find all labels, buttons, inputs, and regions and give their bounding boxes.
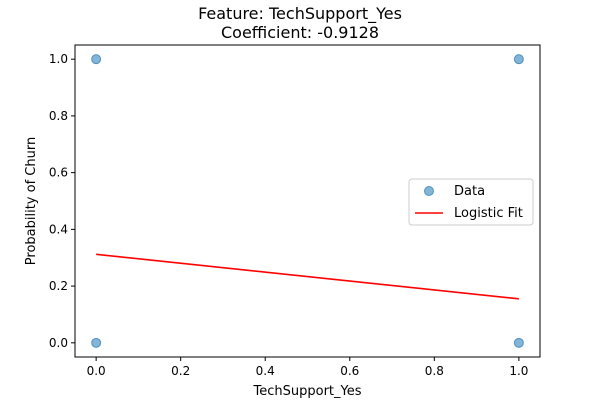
plot-data <box>91 54 524 348</box>
legend-label: Logistic Fit <box>454 206 523 221</box>
legend-label: Data <box>454 184 485 199</box>
chart-title: Feature: TechSupport_Yes <box>198 4 402 23</box>
chart-subtitle: Coefficient: -0.9128 <box>220 23 379 42</box>
x-tick-label: 0.0 <box>87 364 106 378</box>
data-point <box>513 54 524 65</box>
x-tick-label: 0.2 <box>171 364 190 378</box>
y-tick-label: 0.8 <box>49 109 68 123</box>
axes-frame <box>74 44 541 358</box>
x-axis-ticks: 0.0 0.2 0.4 0.6 0.8 1.0 <box>87 357 528 378</box>
x-tick-label: 0.6 <box>340 364 359 378</box>
y-tick-label: 0.4 <box>49 222 68 236</box>
x-tick-label: 0.8 <box>425 364 444 378</box>
data-point <box>91 54 102 65</box>
y-tick-label: 0.2 <box>49 279 68 293</box>
y-tick-label: 1.0 <box>49 52 68 66</box>
y-tick-label: 0.0 <box>49 336 68 350</box>
data-point <box>91 337 102 348</box>
y-axis-ticks: 0.0 0.2 0.4 0.6 0.8 1.0 <box>49 52 75 350</box>
x-tick-label: 1.0 <box>509 364 528 378</box>
y-axis-label: Probability of Churn <box>24 137 39 265</box>
legend: Data Logistic Fit <box>408 178 534 226</box>
logistic-fit-line <box>96 253 519 300</box>
x-axis-label: TechSupport_Yes <box>253 384 362 399</box>
data-point <box>513 337 524 348</box>
legend-marker <box>424 186 434 196</box>
y-tick-label: 0.6 <box>49 166 68 180</box>
x-tick-label: 0.4 <box>256 364 275 378</box>
